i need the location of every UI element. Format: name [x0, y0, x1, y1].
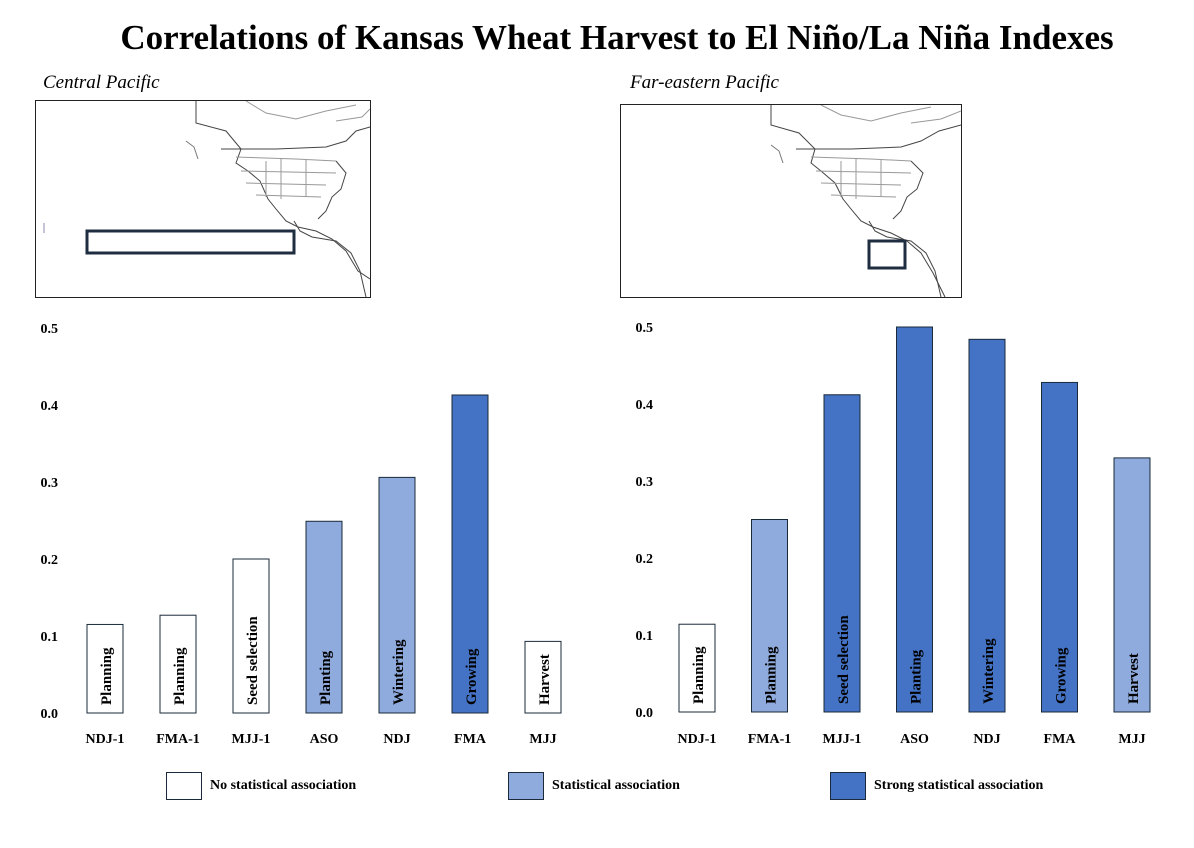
legend-swatch-none — [166, 772, 202, 800]
far-eastern-bar-label: Seed selection — [836, 615, 852, 704]
far-eastern-bar-label: Planting — [909, 649, 925, 704]
central-bar-label: Seed selection — [245, 616, 261, 705]
central-ytick-label: 0.4 — [41, 399, 59, 414]
far-eastern-bar — [751, 519, 788, 713]
far-eastern-category-label: MJJ-1 — [823, 732, 862, 747]
central-bar — [159, 614, 197, 714]
far-eastern-bar-label: Planning — [691, 646, 707, 704]
legend-swatch-strong — [830, 772, 866, 800]
central-pacific-map — [35, 100, 371, 298]
far-eastern-bar-label: Planning — [764, 646, 780, 704]
far-eastern-category-label: FMA — [1044, 732, 1077, 747]
far-eastern-ytick-label: 0.4 — [636, 398, 654, 413]
continent-coast-west — [770, 105, 946, 297]
central-bar — [86, 623, 124, 714]
far-eastern-bar-label: Growing — [1054, 647, 1070, 704]
far-eastern-category-label: MJJ — [1118, 732, 1145, 747]
central-bar-label: Planting — [318, 650, 334, 705]
legend-label-statistical: Statistical association — [552, 778, 680, 793]
alaska-coast — [185, 140, 199, 160]
arctic-islands — [820, 105, 961, 124]
far-eastern-bar — [1113, 457, 1151, 713]
far-eastern-pacific-label: Far-eastern Pacific — [630, 72, 779, 93]
east-coast — [317, 160, 347, 220]
central-pacific-map-drawing — [43, 101, 370, 297]
alaska-coast — [770, 144, 784, 164]
central-bar-label: Planning — [99, 647, 115, 705]
legend-no-association: No statistical association — [166, 772, 356, 800]
central-ytick-label: 0.0 — [41, 707, 59, 722]
central-bar-label: Harvest — [537, 654, 553, 705]
central-category-label: MJJ-1 — [232, 732, 271, 747]
central-bar — [451, 394, 489, 714]
central-category-label: MJJ — [529, 732, 556, 747]
far-eastern-category-label: NDJ — [973, 732, 1000, 747]
page-title: Correlations of Kansas Wheat Harvest to … — [120, 18, 1114, 57]
central-category-label: FMA — [454, 732, 487, 747]
far-eastern-ytick-label: 0.3 — [636, 475, 654, 490]
canada-border — [796, 124, 961, 150]
legend-statistical-association: Statistical association — [508, 772, 680, 800]
far-eastern-bar — [1041, 381, 1078, 713]
central-category-label: NDJ — [383, 732, 410, 747]
far-eastern-pacific-map-drawing — [770, 105, 961, 297]
central-ytick-label: 0.1 — [41, 630, 59, 645]
far-eastern-pacific-map — [620, 104, 962, 298]
far-eastern-category-label: NDJ-1 — [678, 732, 717, 747]
far-eastern-bar-label: Wintering — [981, 638, 997, 704]
central-america — [293, 220, 367, 297]
far-eastern-ytick-label: 0.1 — [636, 629, 654, 644]
central-ytick-label: 0.3 — [41, 476, 59, 491]
continent-coast-west — [195, 101, 370, 280]
central-ytick-label: 0.5 — [41, 322, 59, 337]
central-bar — [232, 558, 270, 714]
legend-label-strong: Strong statistical association — [874, 778, 1044, 793]
east-coast — [892, 160, 924, 220]
central-bar-label: Growing — [464, 648, 480, 705]
central-bar — [524, 640, 562, 714]
far-eastern-ytick-label: 0.0 — [636, 706, 654, 721]
far-eastern-bar-label: Harvest — [1126, 653, 1142, 704]
legend-swatch-statistical — [508, 772, 544, 800]
state-lines — [235, 156, 337, 199]
central-category-label: FMA-1 — [156, 732, 200, 747]
state-lines — [810, 156, 912, 199]
far-eastern-category-label: FMA-1 — [748, 732, 792, 747]
central-pacific-label: Central Pacific — [43, 72, 160, 93]
canada-border — [221, 126, 370, 150]
legend-strong-association: Strong statistical association — [830, 772, 1043, 800]
central-category-label: ASO — [310, 732, 339, 747]
legend-label-none: No statistical association — [210, 778, 357, 793]
far-eastern-bar — [678, 623, 716, 713]
central-bar — [305, 520, 343, 714]
far-eastern-category-label: ASO — [900, 732, 929, 747]
far-eastern-bar — [823, 394, 861, 713]
far-eastern-ytick-label: 0.5 — [636, 321, 654, 336]
far-eastern-ytick-label: 0.2 — [636, 552, 654, 567]
central-category-label: NDJ-1 — [86, 732, 125, 747]
far-eastern-bar — [968, 338, 1006, 713]
central-bar-label: Wintering — [391, 639, 407, 705]
far-eastern-pacific-region-box — [867, 239, 907, 270]
arctic-islands — [245, 101, 370, 122]
central-pacific-region-box — [85, 229, 296, 255]
central-ytick-label: 0.2 — [41, 553, 59, 568]
far-eastern-bar — [896, 326, 933, 713]
central-america — [868, 220, 942, 297]
central-bar-label: Planning — [172, 647, 188, 705]
central-bar — [378, 476, 416, 714]
